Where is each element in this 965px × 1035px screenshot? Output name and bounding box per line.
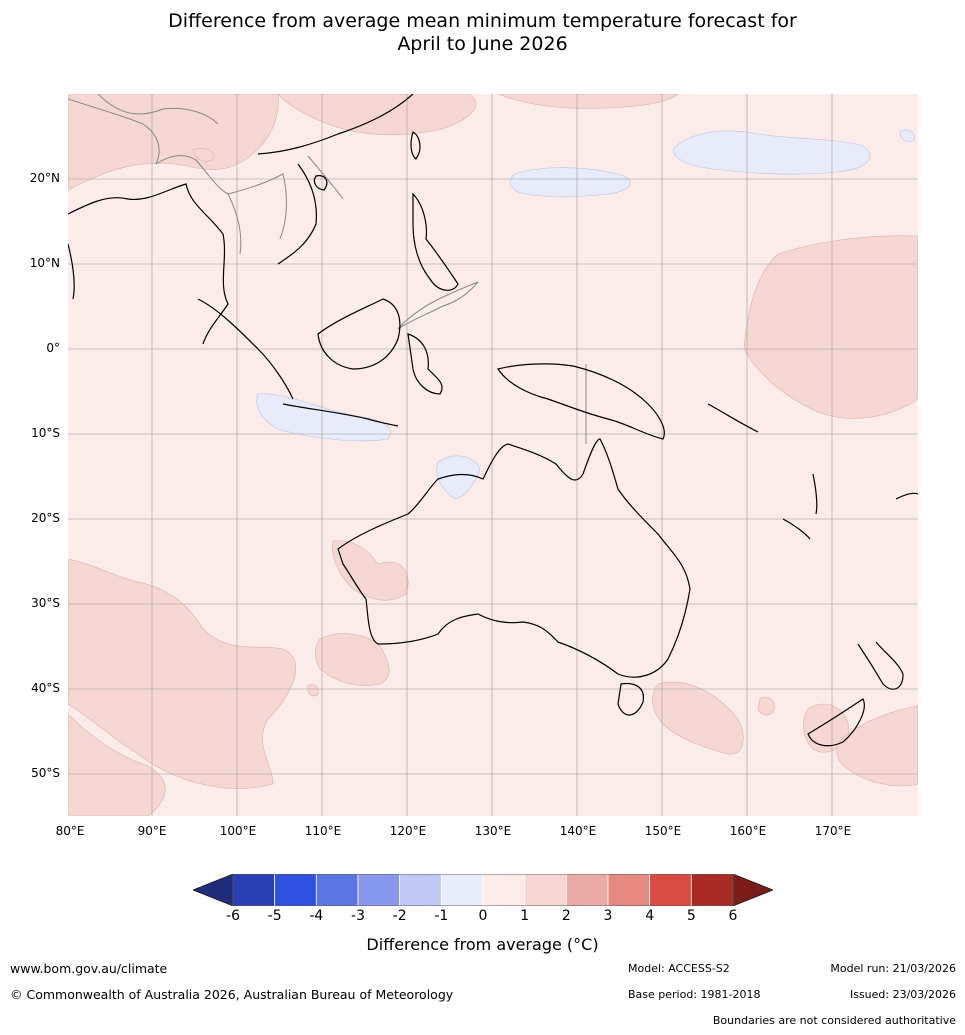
footer-model-run: Model run: 21/03/2026: [830, 962, 956, 975]
lon-label-100e: 100°E: [219, 824, 257, 838]
forecast-map: [68, 94, 918, 816]
footer-url[interactable]: www.bom.gov.au/climate: [10, 961, 168, 976]
country-borders: [68, 94, 587, 444]
colorbar-tick-label: -4: [309, 908, 324, 924]
colorbar-tick-label: 4: [645, 908, 655, 924]
colorbar-tick-label: 1: [520, 908, 530, 924]
lon-label-160e: 160°E: [729, 824, 767, 838]
lat-label-30s: 30°S: [31, 596, 60, 610]
colorbar-tick-label: -5: [267, 908, 282, 924]
lat-label-10s: 10°S: [31, 426, 60, 440]
map-title: Difference from average mean minimum tem…: [0, 10, 965, 56]
colorbar-cell: [690, 873, 734, 907]
colorbar-cell: [357, 873, 401, 907]
colorbar-cell: [232, 873, 276, 907]
lat-label-50s: 50°S: [31, 766, 60, 780]
colorbar-tick-label: 3: [603, 908, 613, 924]
colorbar-label: Difference from average (°C): [366, 935, 599, 954]
colorbar-tick-label: 0: [478, 908, 488, 924]
lon-label-170e: 170°E: [814, 824, 852, 838]
lat-label-0: 0°: [46, 341, 60, 355]
lat-label-20s: 20°S: [31, 511, 60, 525]
lon-label-120e: 120°E: [389, 824, 427, 838]
colorbar-cell: [274, 873, 317, 907]
lon-label-110e: 110°E: [304, 824, 342, 838]
colorbar-tick-label: -6: [226, 908, 240, 924]
graticule: [68, 94, 918, 816]
footer-base-period: Base period: 1981-2018: [628, 988, 761, 1001]
warm-anomaly-regions: [68, 94, 918, 816]
colorbar-cell: [565, 873, 609, 907]
coastlines: [68, 94, 918, 747]
footer-disclaimer: Boundaries are not considered authoritat…: [712, 1014, 956, 1027]
colorbar-tick-label: 6: [728, 908, 738, 924]
colorbar-tick-label: 5: [686, 908, 696, 924]
colorbar-tick-label: -2: [392, 908, 407, 924]
colorbar-cell: [399, 873, 442, 907]
cool-anomaly-regions: [256, 129, 915, 500]
title-line-1: Difference from average mean minimum tem…: [168, 10, 797, 32]
lat-label-40s: 40°S: [31, 681, 60, 695]
lon-label-90e: 90°E: [137, 824, 167, 838]
lon-label-80e: 80°E: [55, 824, 85, 838]
colorbar: [192, 873, 774, 907]
lat-label-20n: 20°N: [29, 171, 60, 185]
colorbar-over-arrow: [732, 873, 774, 907]
footer-model: Model: ACCESS-S2: [628, 962, 730, 975]
lon-label-150e: 150°E: [644, 824, 682, 838]
footer-copyright: © Commonwealth of Australia 2026, Austra…: [10, 987, 454, 1002]
colorbar-under-arrow: [192, 873, 234, 907]
colorbar-cell: [649, 873, 692, 907]
lon-label-130e: 130°E: [474, 824, 512, 838]
lat-label-10n: 10°N: [29, 256, 60, 270]
title-line-2: April to June 2026: [397, 33, 568, 55]
lon-label-140e: 140°E: [559, 824, 597, 838]
colorbar-cell: [524, 873, 567, 907]
colorbar-cell: [607, 873, 651, 907]
colorbar-tick-label: -3: [351, 908, 365, 924]
colorbar-cell: [482, 873, 526, 907]
footer-issued: Issued: 23/03/2026: [849, 988, 956, 1001]
colorbar-tick-label: -1: [434, 908, 449, 924]
colorbar-tick-label: 2: [561, 908, 571, 924]
colorbar-cell: [440, 873, 484, 907]
colorbar-cell: [315, 873, 359, 907]
